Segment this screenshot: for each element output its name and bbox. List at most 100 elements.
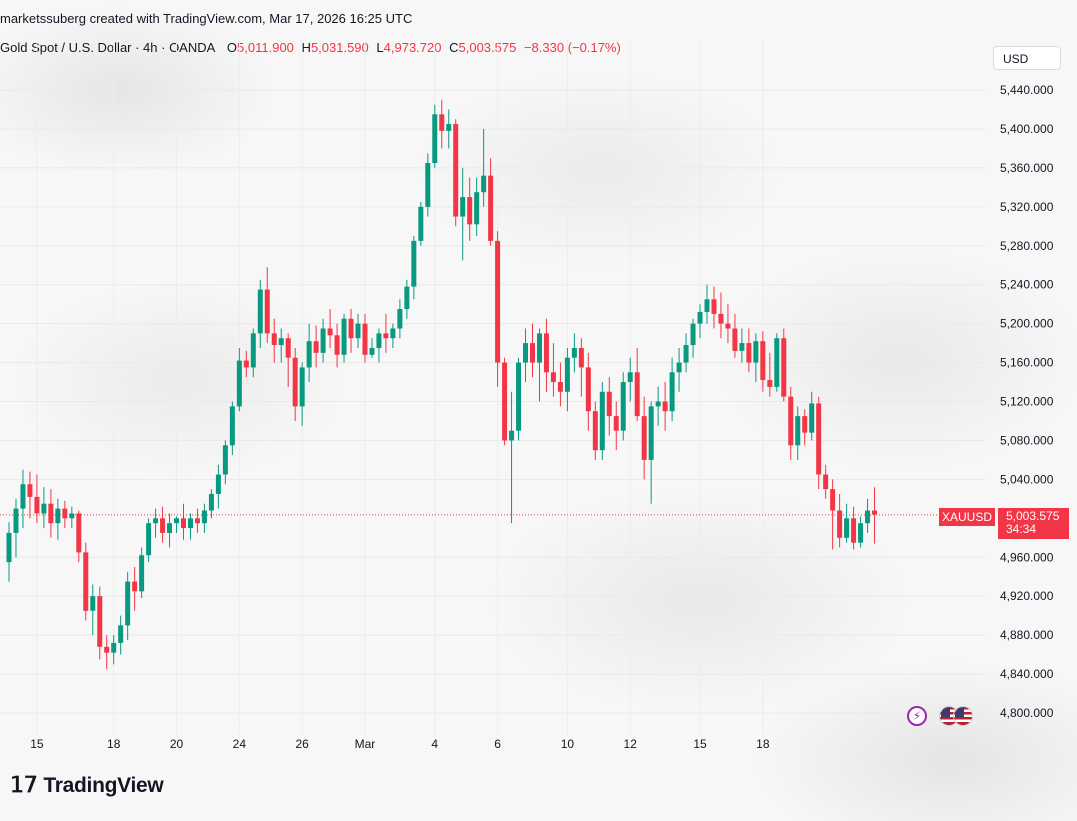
candle-body <box>446 124 452 131</box>
candle-body <box>404 286 410 310</box>
candle-body <box>634 372 640 417</box>
candle <box>613 401 619 451</box>
price-tick-label: 5,160.000 <box>1000 356 1054 370</box>
candle-body <box>6 532 12 563</box>
candle-body <box>648 406 654 460</box>
tradingview-logo[interactable]: 𝟣𝟩 TradingView <box>10 772 164 798</box>
candle-body <box>397 309 403 329</box>
candle-body <box>474 192 480 225</box>
candle <box>571 333 577 373</box>
candle <box>20 469 26 529</box>
candle-body <box>767 380 773 387</box>
candle-body <box>599 391 605 451</box>
flash-icon[interactable]: ⚡ <box>907 706 927 726</box>
candle <box>334 323 340 368</box>
candle-body <box>292 357 298 407</box>
candle <box>725 304 731 344</box>
candle <box>627 357 633 402</box>
candle <box>781 328 787 402</box>
candle-body <box>858 523 864 543</box>
candle <box>160 506 166 543</box>
candle <box>250 328 256 378</box>
candle-body <box>376 333 382 348</box>
price-tick-label: 5,200.000 <box>1000 317 1054 331</box>
candle-body <box>139 555 145 592</box>
candle <box>711 286 717 329</box>
candle-body <box>362 323 368 355</box>
candle-body <box>369 347 375 355</box>
candle <box>648 401 654 504</box>
candle-body <box>781 338 787 397</box>
price-tick-label: 5,240.000 <box>1000 278 1054 292</box>
candle <box>390 323 396 348</box>
candle <box>502 357 508 446</box>
candle <box>872 487 878 544</box>
candle <box>767 352 773 397</box>
symbol-label[interactable]: Gold Spot / U.S. Dollar · 4h · OANDA <box>0 40 216 55</box>
change-value: −8.330 (−0.17%) <box>523 40 621 55</box>
time-tick-label: 6 <box>494 737 501 751</box>
candle <box>550 343 556 397</box>
candle <box>530 323 535 378</box>
candle <box>543 318 549 392</box>
candle-body <box>746 343 752 363</box>
ohlc-legend: Gold Spot / U.S. Dollar · 4h · OANDA O5,… <box>0 40 621 55</box>
candle-body <box>613 416 619 431</box>
candle-body <box>467 197 473 225</box>
candle <box>418 201 424 246</box>
candle <box>495 231 501 387</box>
candle-body <box>844 518 850 538</box>
candle <box>585 352 591 431</box>
price-tick-label: 5,400.000 <box>1000 122 1054 136</box>
candle <box>599 382 605 460</box>
candle <box>376 328 382 363</box>
candle-body <box>167 523 173 533</box>
time-tick-label: 15 <box>693 737 707 751</box>
symbol-price-tag: XAUUSD <box>939 508 995 526</box>
high-label: H <box>301 40 311 55</box>
candle <box>578 338 584 397</box>
price-tick-label: 5,320.000 <box>1000 200 1054 214</box>
candle-body <box>627 372 633 383</box>
price-tick-label: 5,040.000 <box>1000 472 1054 486</box>
candle <box>83 542 89 621</box>
candle <box>536 328 542 402</box>
candle-body <box>550 372 556 383</box>
us-flag-icon[interactable] <box>953 706 973 726</box>
candle <box>194 508 200 533</box>
candle-body <box>83 552 89 611</box>
price-tick-label: 5,080.000 <box>1000 433 1054 447</box>
candle-body <box>243 360 249 368</box>
candle-body <box>97 596 103 647</box>
price-tick-label: 5,120.000 <box>1000 395 1054 409</box>
candle <box>125 571 131 640</box>
candle-body <box>592 411 598 451</box>
candle <box>802 409 808 446</box>
currency-selector[interactable]: USD <box>993 46 1061 70</box>
candle-body <box>20 484 26 509</box>
candle <box>181 503 186 540</box>
candle-body <box>516 362 522 431</box>
candle-body <box>662 401 668 412</box>
candle <box>55 498 61 540</box>
candle <box>257 279 263 348</box>
candle <box>27 471 33 519</box>
candle <box>313 325 319 368</box>
candle <box>69 506 75 529</box>
price-tick-label: 4,840.000 <box>1000 667 1054 681</box>
candle <box>34 474 40 524</box>
candle-body <box>390 328 396 339</box>
last-price-tag: 5,003.575 34:34 <box>998 508 1069 539</box>
candle-body <box>104 646 110 653</box>
candle <box>341 313 347 363</box>
candle-body <box>788 396 794 446</box>
time-tick-label: 26 <box>295 737 309 751</box>
last-price-value: 5,003.575 <box>1006 509 1060 523</box>
candle <box>271 318 277 363</box>
candle-body <box>348 318 354 339</box>
candle <box>41 487 47 529</box>
candle <box>174 516 180 533</box>
candle <box>676 347 682 392</box>
